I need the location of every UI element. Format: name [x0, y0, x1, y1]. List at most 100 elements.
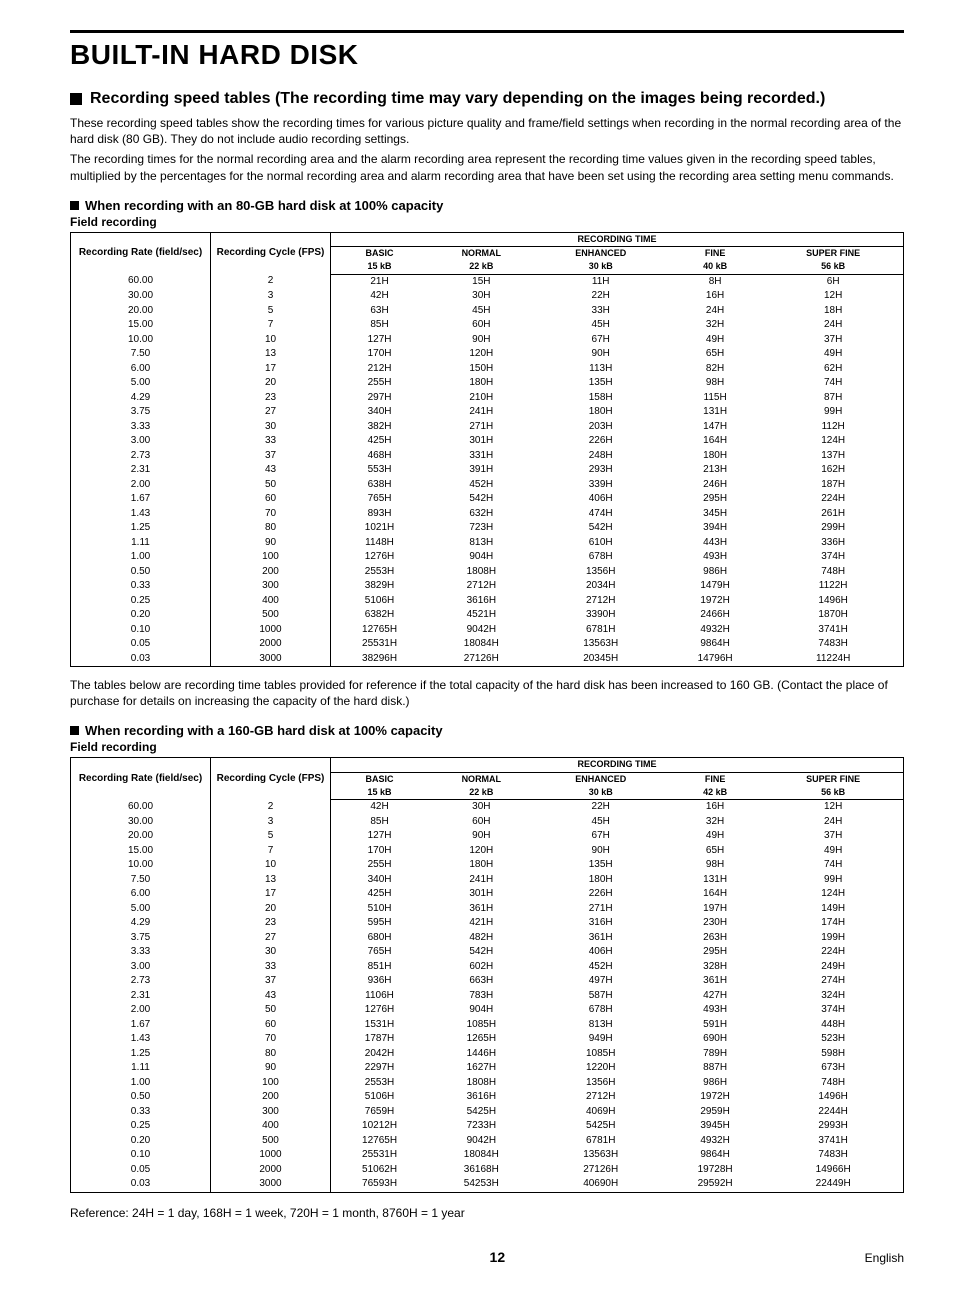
table-cell: 542H — [428, 492, 534, 507]
table-cell: 2.73 — [71, 449, 211, 464]
table-cell: 180H — [667, 449, 763, 464]
table-cell: 427H — [667, 989, 763, 1004]
table-cell: 887H — [667, 1061, 763, 1076]
table-cell: 1106H — [331, 989, 429, 1004]
table-cell: 1870H — [763, 608, 903, 623]
table-cell: 3945H — [667, 1119, 763, 1134]
table-cell: 112H — [763, 420, 903, 435]
table-cell: 36168H — [428, 1163, 534, 1178]
table-cell: 147H — [667, 420, 763, 435]
table-cell: 203H — [535, 420, 667, 435]
between-tables-note: The tables below are recording time tabl… — [70, 677, 904, 709]
table-cell: 6382H — [331, 608, 429, 623]
table-cell: 27126H — [428, 652, 534, 667]
table-cell: 33 — [211, 434, 331, 449]
table-cell: 199H — [763, 931, 903, 946]
table-cell: 23 — [211, 391, 331, 406]
table-cell: 29592H — [667, 1177, 763, 1192]
table-cell: 3000 — [211, 652, 331, 667]
table-row: 2.0050638H452H339H246H187H — [71, 478, 904, 493]
table-cell: 295H — [667, 492, 763, 507]
table-cell: 21H — [331, 274, 429, 289]
table-cell: 42H — [331, 289, 429, 304]
table-cell: 45H — [535, 318, 667, 333]
table-cell: 49H — [763, 347, 903, 362]
table-cell: 497H — [535, 974, 667, 989]
col-header-size-superfine: 56 kB — [763, 260, 903, 274]
table-cell: 241H — [428, 873, 534, 888]
col-header-size-fine: 40 kB — [667, 260, 763, 274]
table-cell: 5425H — [428, 1105, 534, 1120]
table-cell: 180H — [428, 376, 534, 391]
table-cell: 2553H — [331, 565, 429, 580]
table-cell: 226H — [535, 434, 667, 449]
table-cell: 493H — [667, 1003, 763, 1018]
table-row: 0.333003829H2712H2034H1479H1122H — [71, 579, 904, 594]
table-cell: 783H — [428, 989, 534, 1004]
table-cell: 2712H — [535, 594, 667, 609]
table-cell: 32H — [667, 815, 763, 830]
table-cell: 120H — [428, 347, 534, 362]
table-cell: 6.00 — [71, 887, 211, 902]
table-cell: 2297H — [331, 1061, 429, 1076]
table-cell: 27 — [211, 405, 331, 420]
table-cell: 241H — [428, 405, 534, 420]
table-cell: 9864H — [667, 1148, 763, 1163]
table-cell: 295H — [667, 945, 763, 960]
table-cell: 0.33 — [71, 1105, 211, 1120]
table-cell: 85H — [331, 815, 429, 830]
table-row: 15.007170H120H90H65H49H — [71, 844, 904, 859]
table-cell: 32H — [667, 318, 763, 333]
table-cell: 37 — [211, 974, 331, 989]
table-cell: 3 — [211, 289, 331, 304]
table-cell: 0.03 — [71, 1177, 211, 1192]
table-cell: 149H — [763, 902, 903, 917]
table-cell: 13563H — [535, 1148, 667, 1163]
table-row: 3.0033425H301H226H164H124H — [71, 434, 904, 449]
table-cell: 1787H — [331, 1032, 429, 1047]
table-cell: 421H — [428, 916, 534, 931]
table-row: 1.43701787H1265H949H690H523H — [71, 1032, 904, 1047]
table-cell: 448H — [763, 1018, 903, 1033]
table-cell: 301H — [428, 434, 534, 449]
table-cell: 17 — [211, 362, 331, 377]
table-cell: 1000 — [211, 623, 331, 638]
table-cell: 11H — [535, 274, 667, 289]
table-cell: 4.29 — [71, 391, 211, 406]
table-cell: 1085H — [428, 1018, 534, 1033]
table-cell: 212H — [331, 362, 429, 377]
table-cell: 949H — [535, 1032, 667, 1047]
table-cell: 30 — [211, 945, 331, 960]
table-cell: 7.50 — [71, 347, 211, 362]
table-cell: 1496H — [763, 1090, 903, 1105]
table-cell: 340H — [331, 873, 429, 888]
table-cell: 474H — [535, 507, 667, 522]
table-cell: 1.67 — [71, 492, 211, 507]
table-cell: 12765H — [331, 1134, 429, 1149]
col-header-fine: FINE — [667, 247, 763, 261]
table-row: 0.10100025531H18084H13563H9864H7483H — [71, 1148, 904, 1163]
table-cell: 164H — [667, 434, 763, 449]
table-cell: 113H — [535, 362, 667, 377]
field-recording-label: Field recording — [70, 215, 904, 229]
table-cell: 1.11 — [71, 536, 211, 551]
table-cell: 7483H — [763, 1148, 903, 1163]
table-cell: 63H — [331, 304, 429, 319]
table-cell: 5.00 — [71, 902, 211, 917]
table-cell: 6781H — [535, 623, 667, 638]
table-cell: 17 — [211, 887, 331, 902]
table-cell: 400 — [211, 1119, 331, 1134]
table-cell: 638H — [331, 478, 429, 493]
col-header-size-normal: 22 kB — [428, 260, 534, 274]
table-cell: 10.00 — [71, 858, 211, 873]
table-row: 1.67601531H1085H813H591H448H — [71, 1018, 904, 1033]
table-row: 2.00501276H904H678H493H374H — [71, 1003, 904, 1018]
table-cell: 22H — [535, 289, 667, 304]
table-cell: 124H — [763, 887, 903, 902]
table-cell: 328H — [667, 960, 763, 975]
table-cell: 1531H — [331, 1018, 429, 1033]
table-cell: 7233H — [428, 1119, 534, 1134]
col-header-rectime: RECORDING TIME — [331, 758, 904, 772]
table-cell: 1021H — [331, 521, 429, 536]
table-cell: 10 — [211, 333, 331, 348]
